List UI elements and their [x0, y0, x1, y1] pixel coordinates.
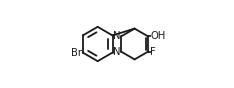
Text: F: F	[150, 47, 156, 57]
Text: OH: OH	[150, 31, 166, 41]
Text: Br: Br	[71, 48, 82, 58]
Text: N: N	[113, 47, 121, 57]
Text: N: N	[113, 31, 121, 41]
